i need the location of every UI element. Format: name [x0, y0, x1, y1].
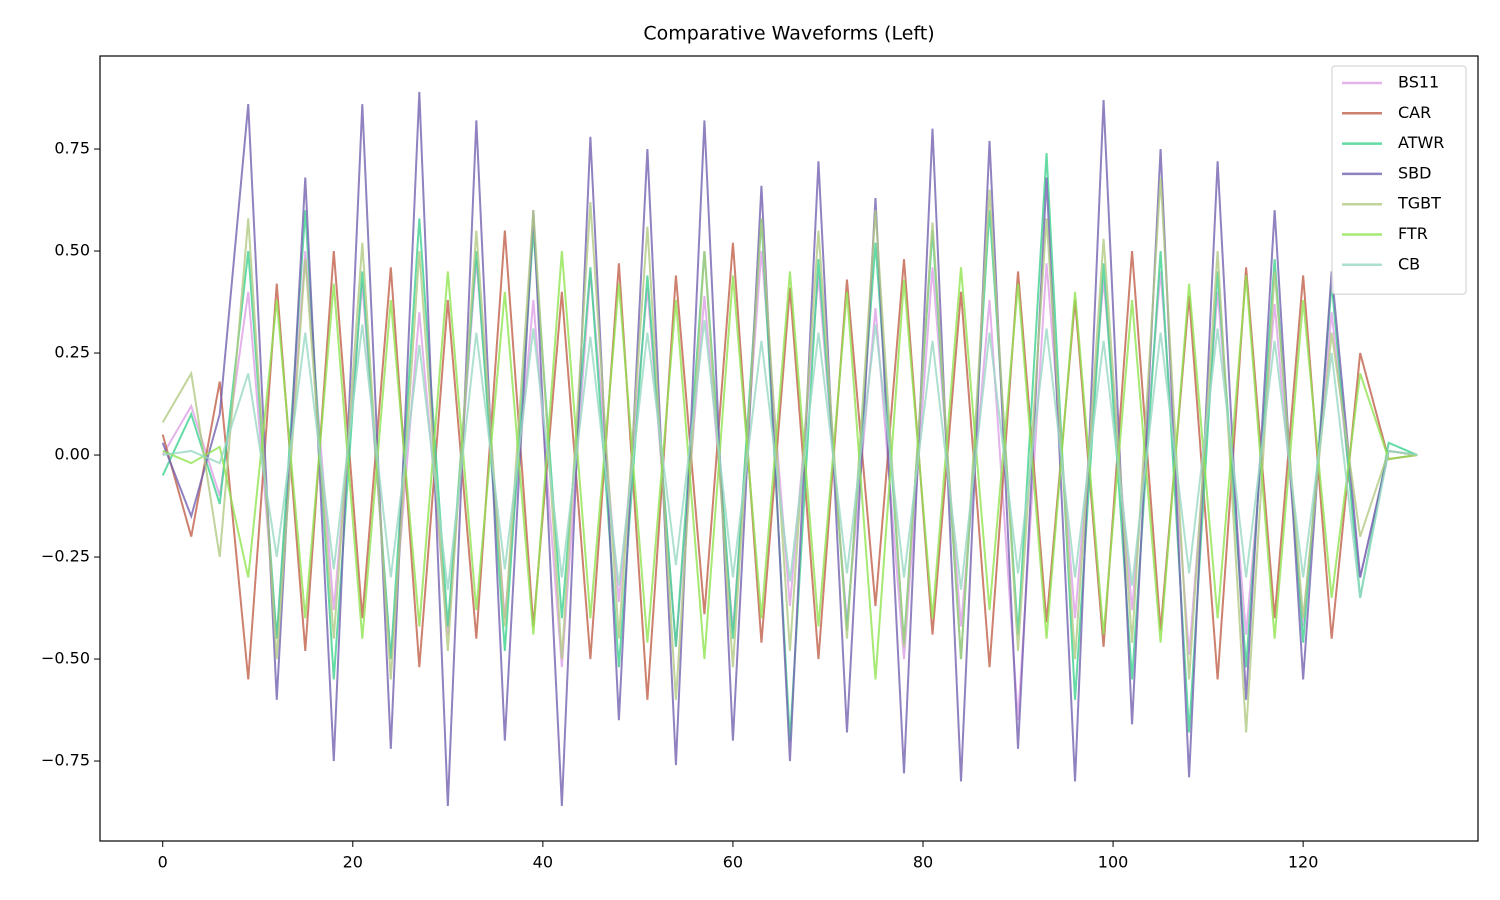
legend-label: TGBT	[1397, 194, 1441, 213]
chart-title: Comparative Waveforms (Left)	[643, 23, 934, 45]
waveform-line	[161, 230, 1418, 700]
waveform-line	[161, 177, 1418, 733]
legend-label: ATWR	[1398, 133, 1444, 152]
legend-label: CAR	[1398, 103, 1431, 122]
x-tick-label: 100	[1098, 853, 1129, 872]
waveform-line	[162, 320, 1418, 599]
waveform-line	[162, 250, 1418, 680]
y-tick-label: 0.25	[54, 343, 90, 362]
x-tick-label: 40	[533, 853, 553, 872]
legend: BS11 CAR ATWR SBD TGBT FTR CB	[1331, 65, 1467, 295]
waveform-line	[161, 91, 1418, 806]
legend-label: CB	[1398, 254, 1420, 273]
x-tick-label: 80	[913, 853, 933, 872]
y-tick-label: 0.00	[54, 445, 90, 464]
legend-label: BS11	[1398, 73, 1439, 92]
plot-area	[161, 91, 1418, 806]
y-tick-label: 0.75	[54, 139, 90, 158]
x-tick-label: 120	[1288, 853, 1319, 872]
x-tick-label: 0	[158, 853, 168, 872]
legend-label: FTR	[1398, 224, 1428, 243]
legend-box	[1331, 65, 1467, 295]
y-tick-label: −0.25	[41, 547, 90, 566]
y-tick-label: 0.50	[54, 241, 90, 260]
plot-frame	[99, 55, 1479, 842]
x-tick-label: 60	[723, 853, 743, 872]
y-tick-label: −0.50	[41, 649, 90, 668]
y-tick-label: −0.75	[41, 751, 90, 770]
legend-label: SBD	[1398, 163, 1431, 182]
x-tick-label: 20	[343, 853, 363, 872]
